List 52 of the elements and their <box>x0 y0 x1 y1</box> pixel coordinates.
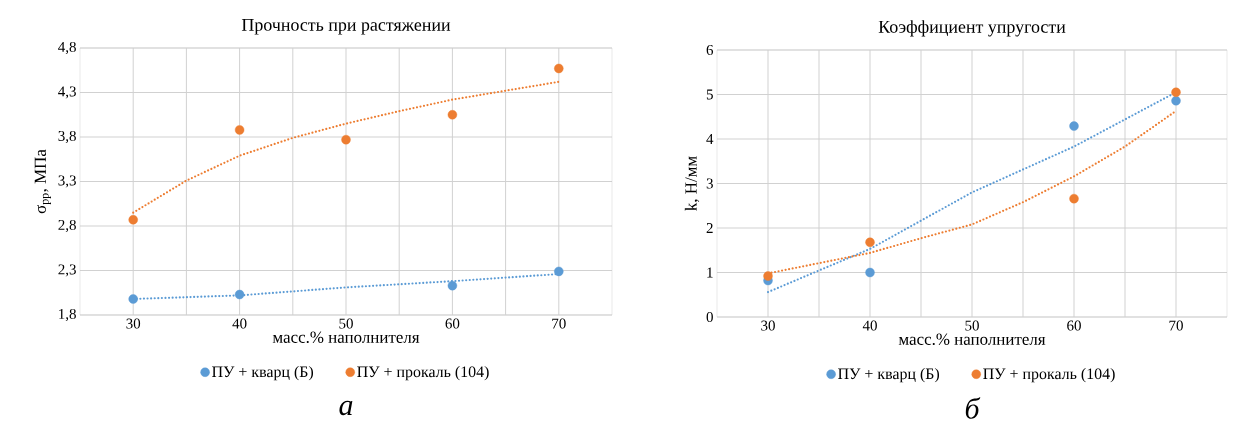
point <box>1069 121 1079 131</box>
point <box>865 237 875 247</box>
point <box>865 267 875 278</box>
legend-label: ПУ + прокаль (104) <box>357 365 489 381</box>
x-tick-label: 60 <box>1067 320 1081 331</box>
y-tick-label: 3 <box>706 178 713 189</box>
y-axis-title: σ$_{pp}$, МПа <box>34 149 51 214</box>
point <box>1069 193 1079 204</box>
point <box>1171 96 1181 106</box>
x-tick-label: 30 <box>126 318 141 329</box>
y-tick-label: 0 <box>706 311 713 323</box>
x-tick-label: 40 <box>862 320 877 331</box>
chart-title: Прочность при растяжении <box>241 18 451 35</box>
y-axis-title: k, Н/мм <box>684 156 700 211</box>
legend-label: ПУ + кварц (Б) <box>212 365 314 381</box>
point <box>128 294 138 304</box>
y-tick-label: 4,8 <box>58 41 76 55</box>
y-tick-label: 1,8 <box>59 308 76 322</box>
x-tick-label: 30 <box>761 320 775 331</box>
legend-label: ПУ + кварц (Б) <box>838 367 940 383</box>
text: б <box>965 397 981 419</box>
point <box>763 271 773 281</box>
chart-title: Коэффициент упругости <box>878 20 1066 37</box>
y-tick-label: 3,8 <box>58 130 76 144</box>
x-tick-label: 50 <box>965 320 979 331</box>
point <box>447 110 458 120</box>
point <box>234 289 245 300</box>
x-tick-label: 50 <box>339 318 353 329</box>
x-tick-label: 70 <box>552 318 566 329</box>
point <box>128 215 138 225</box>
point <box>554 63 564 74</box>
y-tick-label: 3,3 <box>58 175 76 188</box>
y-tick-label: 4,3 <box>58 86 76 99</box>
y-tick-label: 2 <box>706 223 713 233</box>
point <box>234 125 245 135</box>
x-tick-label: 60 <box>445 318 460 329</box>
point <box>341 134 351 145</box>
x-axis-title: масс.% наполнителя <box>898 333 1046 345</box>
y-tick-label: 5 <box>706 89 713 100</box>
x-tick-label: 40 <box>232 318 247 329</box>
y-tick-label: 2,3 <box>58 264 76 277</box>
y-tick-label: 2,8 <box>58 219 76 233</box>
x-axis-title: масс.% наполнителя <box>272 331 420 343</box>
y-tick-label: 1 <box>707 267 713 278</box>
x-tick-label: 70 <box>1169 320 1183 331</box>
point <box>554 266 564 277</box>
y-tick-label: 6 <box>706 44 714 56</box>
legend-label: ПУ + прокаль (104) <box>983 367 1115 383</box>
point <box>447 280 458 291</box>
y-tick-label: 4 <box>706 134 714 144</box>
point <box>1171 87 1181 97</box>
text: а <box>339 400 353 416</box>
